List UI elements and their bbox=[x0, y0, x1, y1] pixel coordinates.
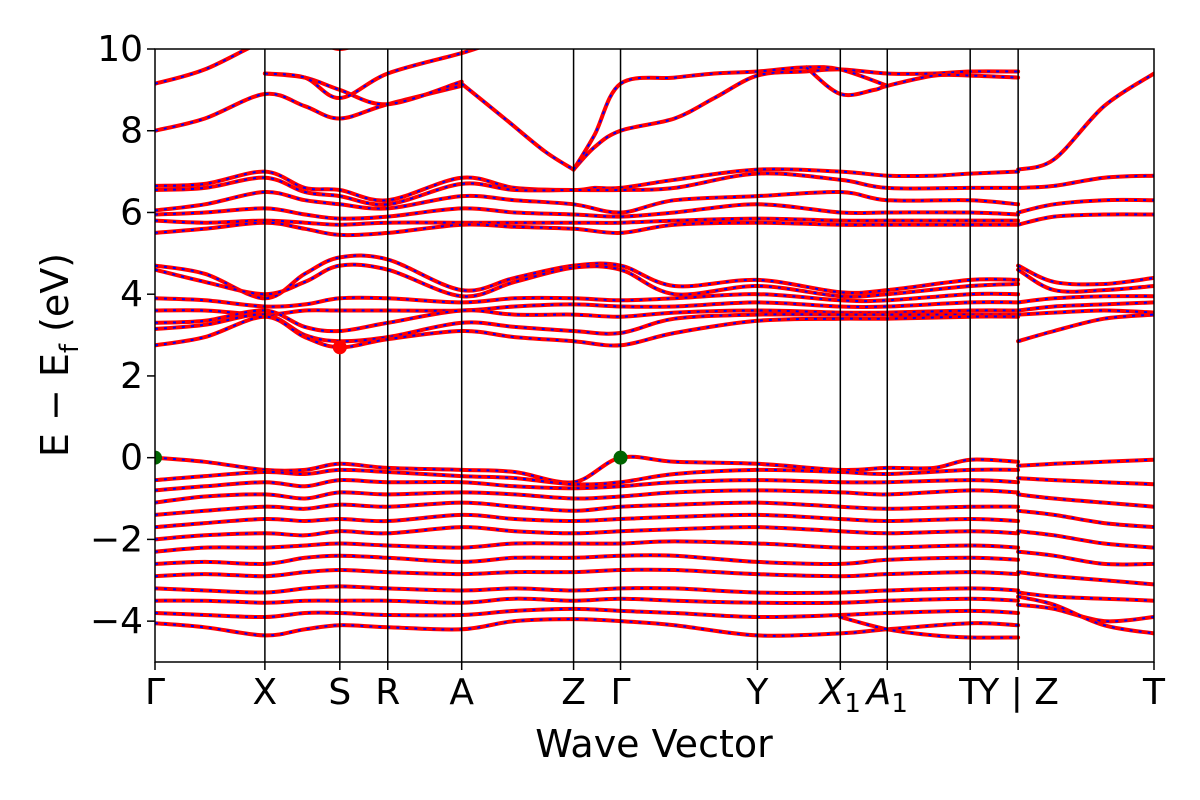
x-tick-label: X bbox=[253, 672, 278, 713]
x-tick-label: Γ bbox=[611, 672, 631, 713]
x-tick-label: Y | Z bbox=[976, 672, 1059, 713]
bands-layer bbox=[155, 49, 1154, 640]
x-tick-label: Z bbox=[561, 672, 586, 713]
band-line-overlay bbox=[155, 607, 1019, 619]
x-tick-label: Γ bbox=[145, 672, 165, 713]
extrema-markers bbox=[155, 340, 628, 465]
band-line bbox=[155, 49, 351, 86]
band-line bbox=[155, 314, 1021, 350]
band-line-overlay bbox=[840, 616, 1019, 639]
band-line bbox=[1016, 197, 1154, 215]
band-line-overlay bbox=[155, 597, 1019, 604]
band-line-overlay bbox=[1017, 313, 1154, 343]
band-line-overlay bbox=[572, 68, 1019, 171]
band-line-overlay bbox=[155, 263, 1019, 298]
y-tick-label: 6 bbox=[120, 192, 143, 233]
cbm-marker bbox=[332, 340, 347, 355]
y-axis-title-subscript: f bbox=[55, 343, 85, 353]
kpoint-divider-lines bbox=[264, 49, 1019, 662]
band-line-overlay bbox=[155, 489, 1019, 504]
x-tick-label: A1 bbox=[865, 672, 908, 719]
x-tick-label: A bbox=[449, 672, 474, 713]
y-tick-label: 4 bbox=[120, 274, 143, 315]
y-axis-title-main: E − E bbox=[33, 353, 77, 457]
band-line-overlay bbox=[155, 479, 1019, 492]
band-line bbox=[1016, 212, 1154, 227]
plot-frame bbox=[154, 48, 1155, 663]
y-tick-label: 2 bbox=[120, 356, 143, 397]
x-tick-label: T bbox=[1142, 672, 1166, 713]
y-tick-label: −4 bbox=[90, 601, 143, 642]
y-tick-label: −2 bbox=[90, 519, 143, 560]
x-tick-label: R bbox=[375, 672, 400, 713]
band-line bbox=[1016, 590, 1154, 603]
band-line-overlay bbox=[155, 554, 1019, 566]
band-line-overlay bbox=[155, 526, 1019, 541]
band-line-overlay bbox=[155, 168, 1019, 202]
band-line-overlay bbox=[155, 221, 1019, 237]
x-axis-title: Wave Vector bbox=[535, 722, 773, 766]
x-tick-label: T bbox=[958, 672, 982, 713]
x-tick-label: S bbox=[328, 672, 351, 713]
band-line-overlay bbox=[155, 468, 1019, 486]
y-tick-label: 10 bbox=[97, 29, 143, 70]
band-line-overlay bbox=[155, 501, 1019, 516]
band-line bbox=[1016, 294, 1154, 305]
band-line bbox=[155, 253, 1021, 301]
y-axis-ticks: 10 8 6 4 2 0 −2 −4 bbox=[90, 29, 155, 642]
band-line bbox=[1016, 476, 1154, 487]
band-line-overlay bbox=[155, 217, 1019, 226]
band-line bbox=[1016, 308, 1154, 317]
band-line-overlay bbox=[155, 568, 1019, 578]
band-line-overlay bbox=[155, 292, 1019, 308]
band-line bbox=[1016, 570, 1154, 587]
band-line-overlay bbox=[155, 455, 1019, 484]
band-line-overlay bbox=[1017, 268, 1154, 293]
band-line-overlay bbox=[1017, 72, 1154, 171]
band-line-overlay bbox=[155, 618, 1019, 637]
band-line bbox=[1016, 300, 1154, 313]
y-tick-label: 8 bbox=[120, 111, 143, 152]
band-line bbox=[1016, 457, 1154, 468]
band-line-overlay bbox=[155, 301, 1019, 316]
vbm-marker bbox=[155, 450, 162, 465]
band-line bbox=[1016, 173, 1154, 190]
band-line-overlay bbox=[155, 172, 1019, 206]
x-tick-label: Y bbox=[745, 672, 769, 713]
vbm-marker bbox=[613, 450, 628, 465]
band-line-overlay bbox=[155, 585, 1019, 594]
band-line-overlay bbox=[572, 66, 888, 171]
y-axis-title: E − Ef (eV) bbox=[33, 253, 85, 457]
band-line bbox=[1016, 508, 1154, 530]
y-axis-title-unit: (eV) bbox=[33, 253, 77, 344]
y-tick-label: 0 bbox=[120, 438, 143, 479]
band-line bbox=[1016, 549, 1154, 567]
band-line-overlay bbox=[1017, 595, 1154, 635]
x-tick-label: X1 bbox=[818, 672, 861, 719]
band-line-overlay bbox=[155, 190, 1019, 214]
band-line-overlay bbox=[155, 540, 1019, 553]
band-line-overlay bbox=[155, 513, 1019, 529]
band-line bbox=[1016, 492, 1154, 509]
band-line-overlay bbox=[155, 203, 1019, 220]
band-line-overlay bbox=[461, 82, 575, 171]
band-line-overlay bbox=[1017, 264, 1154, 286]
band-line bbox=[1016, 529, 1154, 550]
